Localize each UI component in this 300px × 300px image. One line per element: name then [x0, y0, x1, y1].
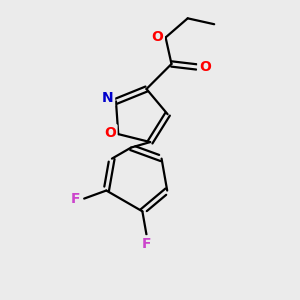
Text: O: O [199, 60, 211, 74]
Text: F: F [71, 192, 81, 206]
Text: N: N [102, 92, 113, 105]
Text: F: F [142, 237, 151, 251]
Text: O: O [104, 126, 116, 140]
Text: O: O [152, 31, 163, 44]
